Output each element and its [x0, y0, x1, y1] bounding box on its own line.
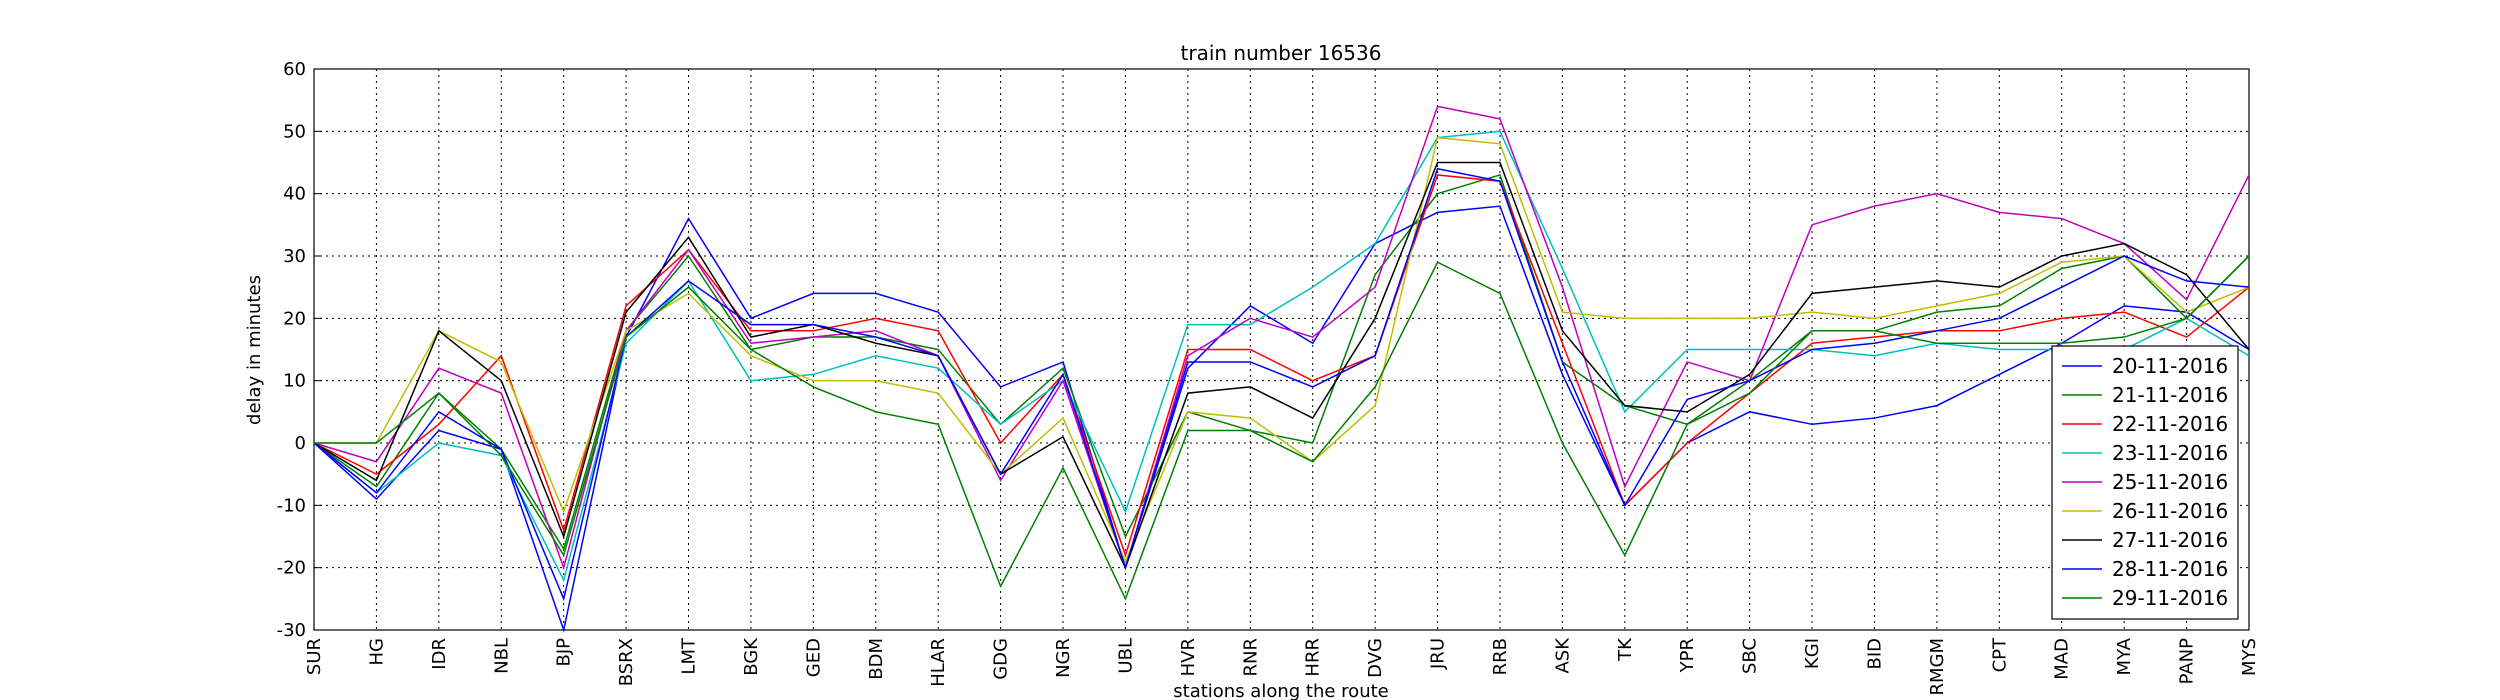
y-tick-label: 40: [283, 184, 306, 205]
y-tick-label: 10: [283, 371, 306, 392]
x-tick-label: YPR: [1677, 638, 1698, 673]
x-tick-label: HRR: [1303, 638, 1324, 677]
y-tick-label: 20: [283, 308, 306, 329]
x-tick-label: BID: [1864, 638, 1885, 670]
x-tick-label: MYA: [2114, 637, 2135, 675]
y-tick-label: 30: [283, 246, 306, 267]
x-tick-label: GDG: [991, 638, 1012, 680]
y-axis-label: delay in minutes: [244, 275, 265, 425]
y-tick-label: -20: [277, 558, 306, 579]
x-tick-label: HVR: [1178, 638, 1199, 676]
x-tick-label: RNR: [1240, 638, 1261, 676]
x-tick-label: BSRX: [616, 638, 637, 686]
plot-frame: [313, 68, 2250, 631]
series-line: [313, 167, 2250, 602]
y-tick-label: 0: [295, 433, 306, 454]
legend-label: 22-11-2016: [2112, 412, 2228, 436]
chart-title: train number 16536: [1181, 41, 1382, 65]
y-tick-label: 50: [283, 121, 306, 142]
legend-label: 21-11-2016: [2112, 383, 2228, 407]
series-line: [313, 105, 2250, 571]
x-tick-label: MYS: [2239, 638, 2260, 676]
series-line: [313, 130, 2250, 583]
series-line: [314, 255, 2250, 601]
series-line: [313, 174, 2250, 551]
x-tick-label: DVG: [1365, 638, 1386, 678]
x-tick-label: NGR: [1053, 638, 1074, 678]
x-tick-label: MAD: [2052, 638, 2073, 680]
x-tick-label: GED: [803, 638, 824, 677]
x-tick-label: BDM: [866, 638, 887, 680]
series-line: [313, 205, 2250, 633]
y-tick-label: 60: [283, 59, 306, 80]
x-tick-label: ASK: [1552, 637, 1573, 674]
x-tick-label: HLAR: [928, 638, 949, 687]
series-line: [313, 161, 2250, 570]
x-tick-label: NBL: [491, 638, 512, 674]
legend-label: 25-11-2016: [2112, 470, 2228, 494]
x-tick-label: KGI: [1802, 638, 1823, 669]
x-tick-label: RMGM: [1927, 638, 1948, 696]
x-tick-label: IDR: [429, 638, 450, 670]
x-tick-label: HG: [366, 638, 387, 665]
x-tick-label: PANP: [2177, 638, 2198, 684]
y-tick-label: -10: [277, 495, 306, 516]
legend-label: 23-11-2016: [2112, 441, 2228, 465]
legend-label: 29-11-2016: [2112, 586, 2228, 610]
x-tick-label: RRB: [1490, 638, 1511, 675]
y-tick-label: -30: [277, 620, 306, 641]
legend-label: 26-11-2016: [2112, 499, 2228, 523]
x-tick-label: JRU: [1428, 638, 1449, 670]
x-tick-label: BGK: [741, 637, 762, 676]
x-tick-label: UBL: [1115, 638, 1136, 674]
legend-label: 27-11-2016: [2112, 528, 2228, 552]
x-axis-label: stations along the route: [1173, 681, 1388, 700]
legend-label: 20-11-2016: [2112, 354, 2228, 378]
x-tick-label: BJP: [554, 638, 575, 667]
x-tick-label: SBC: [1740, 638, 1761, 674]
x-tick-label: TK: [1615, 637, 1636, 662]
legend-label: 28-11-2016: [2112, 557, 2228, 581]
x-tick-label: SUR: [304, 638, 325, 675]
series-line: [313, 174, 2250, 558]
series-line: [314, 136, 2250, 564]
x-tick-label: LMT: [679, 637, 700, 675]
x-tick-label: CPT: [1989, 637, 2010, 672]
